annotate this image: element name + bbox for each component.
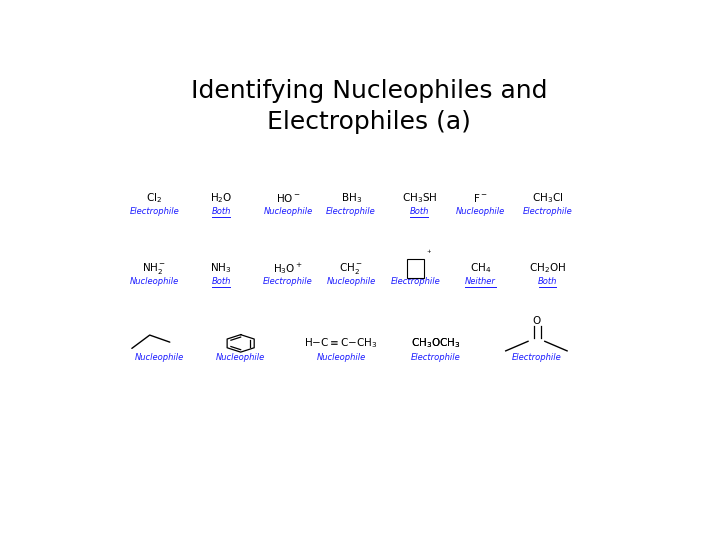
Text: Neither: Neither (465, 278, 496, 286)
Text: Nucleophile: Nucleophile (264, 207, 312, 215)
Text: H$-$C$\equiv$C$-$CH$_3$: H$-$C$\equiv$C$-$CH$_3$ (305, 336, 378, 350)
FancyBboxPatch shape (407, 259, 423, 278)
Text: Electrophile: Electrophile (411, 354, 461, 362)
Text: Nucleophile: Nucleophile (135, 354, 184, 362)
Text: Cl$_2$: Cl$_2$ (146, 191, 162, 205)
Text: F$^-$: F$^-$ (473, 192, 488, 204)
Text: Electrophile: Electrophile (523, 207, 572, 215)
Text: O: O (532, 315, 541, 326)
Text: Both: Both (410, 207, 429, 215)
Text: Nucleophile: Nucleophile (216, 354, 265, 362)
Text: Both: Both (212, 207, 231, 215)
Text: $^+$: $^+$ (426, 249, 433, 258)
Text: HO$^-$: HO$^-$ (276, 192, 300, 204)
Text: CH$_2^-$: CH$_2^-$ (339, 261, 363, 276)
Text: Identifying Nucleophiles and
Electrophiles (a): Identifying Nucleophiles and Electrophil… (191, 79, 547, 134)
Text: Electrophile: Electrophile (130, 207, 179, 215)
Text: CH$_3$OCH$_3$: CH$_3$OCH$_3$ (411, 336, 461, 350)
Text: Electrophile: Electrophile (390, 278, 440, 286)
Text: CH$_3$SH: CH$_3$SH (402, 191, 437, 205)
Text: Electrophile: Electrophile (511, 354, 562, 362)
Text: CH$_2$OH: CH$_2$OH (529, 262, 566, 275)
Text: H$_3$O$^+$: H$_3$O$^+$ (273, 261, 303, 276)
Text: CH$_4$: CH$_4$ (470, 262, 491, 275)
Text: Electrophile: Electrophile (264, 278, 313, 286)
Text: CH$_3$OCH$_3$: CH$_3$OCH$_3$ (411, 336, 461, 350)
Text: CH$_3$Cl: CH$_3$Cl (532, 191, 563, 205)
Text: NH$_2^-$: NH$_2^-$ (142, 261, 166, 276)
Text: Electrophile: Electrophile (326, 207, 376, 215)
Text: H$_2$O: H$_2$O (210, 191, 233, 205)
Text: Both: Both (538, 278, 557, 286)
Text: BH$_3$: BH$_3$ (341, 191, 361, 205)
Text: Nucleophile: Nucleophile (317, 354, 366, 362)
Text: Nucleophile: Nucleophile (326, 278, 376, 286)
Text: NH$_3$: NH$_3$ (210, 262, 232, 275)
Text: Both: Both (212, 278, 231, 286)
Text: Nucleophile: Nucleophile (130, 278, 179, 286)
Text: Nucleophile: Nucleophile (456, 207, 505, 215)
